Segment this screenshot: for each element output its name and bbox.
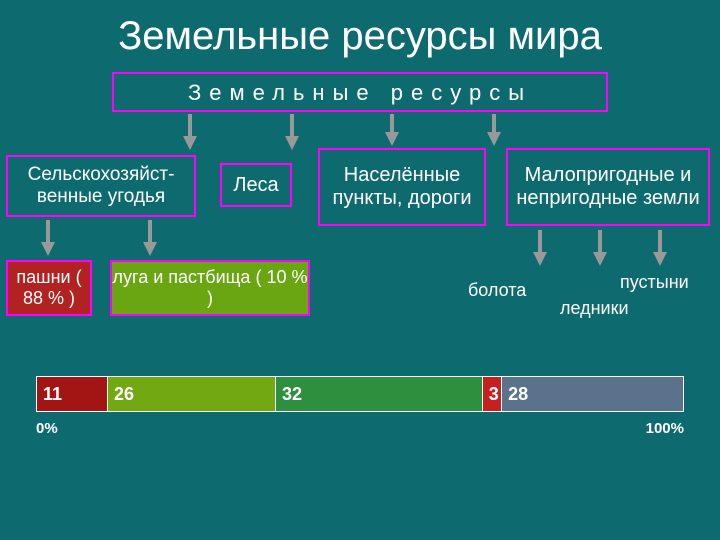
bar-segment-value: 11	[43, 384, 62, 405]
subcategory-label: пашни ( 88 % )	[8, 267, 90, 308]
category-box-settle: Населённые пункты, дороги	[318, 148, 486, 226]
subcategory-box-pashni: пашни ( 88 % )	[6, 260, 92, 316]
subcategory-label: луга и пастбища ( 10 % )	[112, 267, 308, 308]
arrow-down-icon	[143, 242, 157, 256]
arrow-down-icon	[41, 242, 55, 256]
arrow-stem	[598, 230, 602, 252]
category-label: Леса	[233, 174, 278, 197]
arrow-stem	[492, 114, 496, 132]
category-label: Населённые пункты, дороги	[320, 164, 484, 210]
arrow-down-icon	[593, 252, 607, 266]
stacked-bar-chart: 11 26 32 3 28	[36, 376, 684, 412]
category-box-forest: Леса	[220, 163, 292, 207]
root-category-label: Земельные ресурсы	[188, 80, 532, 105]
category-label: Сельскохозяйст-венные угодья	[8, 164, 194, 208]
arrow-stem	[148, 220, 152, 242]
bar-segment: 3	[483, 377, 502, 411]
category-label: Малопригодные и непригодные земли	[508, 164, 708, 210]
arrow-down-icon	[487, 132, 501, 146]
root-category-box: Земельные ресурсы	[112, 72, 608, 112]
arrow-stem	[390, 114, 394, 132]
bar-segment-value: 26	[114, 384, 134, 405]
bar-segment: 26	[108, 377, 276, 411]
arrow-stem	[46, 220, 50, 242]
page-title: Земельные ресурсы мира	[0, 0, 720, 67]
bar-segment: 28	[502, 377, 683, 411]
arrow-stem	[188, 114, 192, 136]
bar-segment-value: 28	[508, 384, 528, 405]
subcategory-text-bolota: болота	[468, 280, 526, 301]
arrow-down-icon	[653, 252, 667, 266]
subcategory-text-pustyni: пустыни	[620, 272, 689, 293]
bar-segment-value: 3	[489, 384, 499, 405]
arrow-down-icon	[285, 136, 299, 150]
arrow-down-icon	[183, 136, 197, 150]
bar-segment: 32	[276, 377, 483, 411]
arrow-down-icon	[385, 132, 399, 146]
arrow-stem	[290, 114, 294, 136]
category-box-agri: Сельскохозяйст-венные угодья	[6, 155, 196, 217]
arrow-stem	[538, 230, 542, 252]
bar-left-label: 0%	[36, 420, 58, 437]
bar-segment: 11	[37, 377, 108, 411]
bar-segment-value: 32	[282, 384, 302, 405]
arrow-down-icon	[533, 252, 547, 266]
arrow-stem	[658, 230, 662, 252]
subcategory-text-ledniki: ледники	[560, 298, 629, 319]
bar-right-label: 100%	[646, 420, 684, 437]
subcategory-box-luga: луга и пастбища ( 10 % )	[110, 260, 310, 316]
category-box-bad: Малопригодные и непригодные земли	[506, 148, 710, 226]
